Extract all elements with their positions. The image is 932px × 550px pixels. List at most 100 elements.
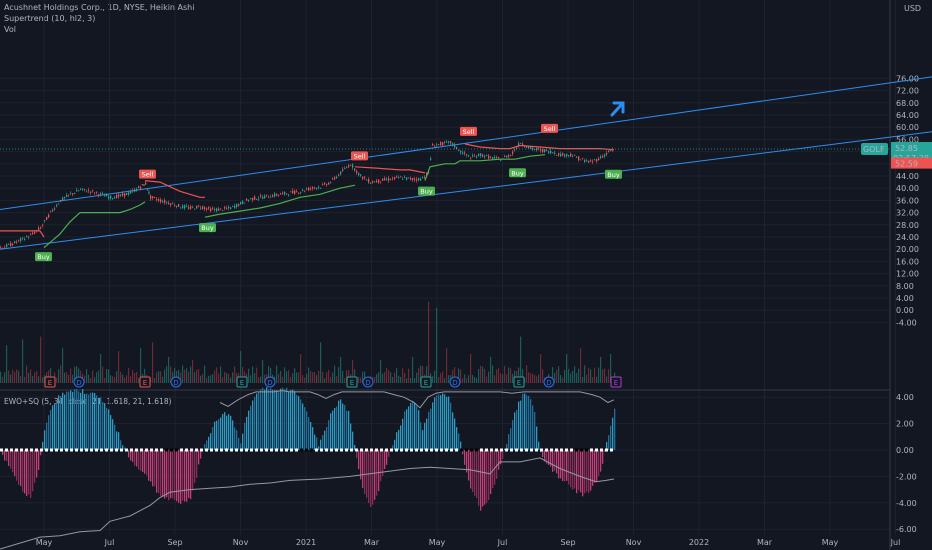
volume-bar bbox=[428, 301, 430, 383]
volume-bar bbox=[374, 377, 376, 383]
volume-bar bbox=[466, 378, 468, 383]
candle-body bbox=[44, 220, 46, 221]
candle-body bbox=[326, 184, 328, 186]
ewo-y-tick-label: -2.00 bbox=[896, 472, 917, 481]
x-tick-label: Sep bbox=[560, 538, 575, 547]
ewo-bar bbox=[64, 394, 66, 450]
volume-legend[interactable]: Vol bbox=[4, 25, 16, 34]
volume-bar bbox=[426, 366, 428, 383]
volume-bar bbox=[186, 368, 188, 383]
volume-bar bbox=[606, 376, 608, 383]
volume-bar bbox=[288, 370, 290, 383]
candle-body bbox=[444, 141, 446, 143]
candle-body bbox=[32, 232, 34, 234]
candle-body bbox=[160, 199, 162, 202]
squeeze-dot bbox=[280, 448, 283, 452]
earnings-marker: E bbox=[44, 376, 56, 388]
ewo-bar bbox=[266, 387, 268, 450]
squeeze-dot bbox=[165, 448, 168, 452]
candle-body bbox=[476, 156, 478, 158]
candle-body bbox=[362, 176, 364, 179]
candle-body bbox=[598, 158, 600, 161]
candle-body bbox=[120, 194, 122, 196]
ewo-bar bbox=[574, 450, 576, 489]
squeeze-dot bbox=[35, 448, 38, 452]
ewo-bar bbox=[172, 450, 174, 499]
ewo-bar bbox=[170, 450, 172, 499]
candle-body bbox=[414, 178, 416, 180]
volume-bar bbox=[538, 374, 540, 383]
volume-bar bbox=[136, 371, 138, 383]
volume-bar bbox=[464, 374, 466, 383]
squeeze-dot bbox=[295, 448, 298, 452]
candle-body bbox=[432, 144, 434, 146]
volume-bar bbox=[14, 371, 16, 383]
ewo-bar bbox=[288, 391, 290, 450]
candle-body bbox=[398, 176, 400, 178]
squeeze-dot bbox=[10, 448, 13, 452]
ewo-bar bbox=[88, 394, 90, 450]
sell-signal-label: Sell bbox=[460, 126, 477, 136]
volume-bar bbox=[20, 376, 22, 383]
candle-body bbox=[582, 158, 584, 160]
ewo-bar bbox=[46, 422, 48, 450]
squeeze-dot bbox=[460, 448, 463, 452]
candle-body bbox=[478, 153, 480, 157]
candle-body bbox=[520, 143, 522, 144]
candle-body bbox=[260, 195, 262, 197]
volume-bar bbox=[504, 365, 506, 383]
ewo-bar bbox=[96, 395, 98, 450]
candle-body bbox=[602, 156, 604, 158]
candle-body bbox=[180, 207, 182, 209]
candle-body bbox=[56, 205, 58, 207]
volume-bar bbox=[470, 354, 472, 383]
candle-body bbox=[562, 153, 564, 156]
volume-bar bbox=[344, 378, 346, 383]
ewo-bar bbox=[50, 409, 52, 450]
squeeze-dot bbox=[310, 448, 313, 452]
volume-bar bbox=[386, 367, 388, 383]
ewo-bar bbox=[146, 450, 148, 476]
volume-bar bbox=[460, 369, 462, 383]
squeeze-dot bbox=[480, 448, 483, 452]
ewo-bar bbox=[164, 450, 166, 499]
ewo-bar bbox=[238, 437, 240, 450]
candle-body bbox=[334, 177, 336, 180]
ewo-bar bbox=[384, 450, 386, 470]
volume-bar bbox=[502, 374, 504, 383]
ewo-bar bbox=[82, 389, 84, 450]
candle-body bbox=[272, 195, 274, 197]
candle-body bbox=[196, 205, 198, 209]
volume-bar bbox=[260, 376, 262, 383]
candle-body bbox=[542, 149, 544, 153]
ewo-bar bbox=[104, 403, 106, 450]
ewo-bar bbox=[196, 450, 198, 478]
volume-bar bbox=[208, 375, 210, 383]
signal-text: Buy bbox=[201, 224, 214, 232]
squeeze-dot bbox=[465, 448, 468, 452]
ewo-legend[interactable]: EWO+SQ (5, 34, close, 21, 1.618, 21, 1.6… bbox=[4, 397, 172, 406]
marker-shape bbox=[73, 376, 85, 388]
ewo-bar bbox=[378, 450, 380, 492]
ewo-bar bbox=[494, 450, 496, 485]
ewo-bar bbox=[246, 416, 248, 450]
ewo-bar bbox=[586, 450, 588, 492]
volume-bar bbox=[568, 368, 570, 383]
volume-bar bbox=[158, 371, 160, 383]
squeeze-dot bbox=[15, 448, 18, 452]
volume-bar bbox=[436, 307, 438, 383]
supertrend-line bbox=[464, 143, 615, 151]
volume-bar bbox=[6, 345, 8, 383]
squeeze-dot bbox=[440, 448, 443, 452]
ewo-bar bbox=[116, 431, 118, 450]
squeeze-dot bbox=[140, 448, 143, 452]
volume-bar bbox=[50, 368, 52, 383]
volume-bar bbox=[214, 370, 216, 383]
ewo-bar bbox=[208, 436, 210, 450]
squeeze-dot bbox=[585, 448, 588, 452]
volume-bar bbox=[354, 369, 356, 383]
supertrend-legend[interactable]: Supertrend (10, hl2, 3) bbox=[4, 14, 96, 23]
candle-body bbox=[366, 179, 368, 181]
buy-signal-label: Buy bbox=[509, 168, 526, 178]
